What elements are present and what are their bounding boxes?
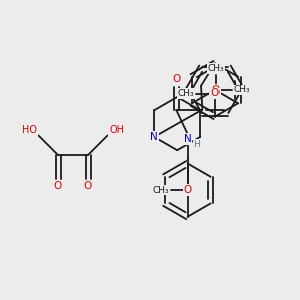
Text: O: O — [54, 181, 62, 191]
Text: N: N — [184, 134, 191, 144]
Text: CH₃: CH₃ — [178, 89, 194, 98]
Text: O: O — [172, 74, 181, 85]
Text: HO: HO — [22, 125, 37, 135]
Text: O: O — [211, 85, 219, 95]
Text: O: O — [212, 88, 220, 98]
Text: OH: OH — [109, 125, 124, 135]
Text: H: H — [193, 140, 200, 148]
Text: CH₃: CH₃ — [208, 64, 224, 73]
Text: O: O — [84, 181, 92, 191]
Text: O: O — [184, 185, 192, 195]
Text: CH₃: CH₃ — [233, 85, 250, 94]
Text: N: N — [150, 132, 158, 142]
Text: CH₃: CH₃ — [152, 186, 169, 195]
Text: O: O — [210, 88, 218, 98]
